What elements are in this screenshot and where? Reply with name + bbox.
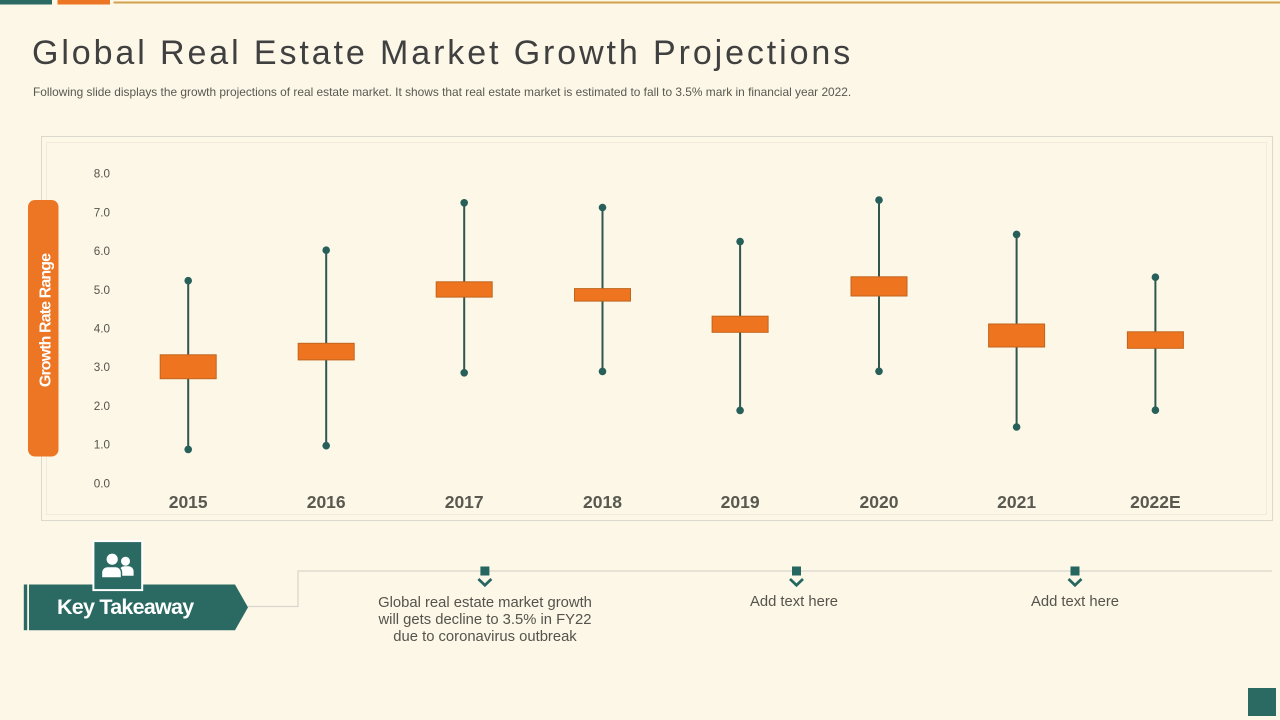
svg-text:2019: 2019 — [721, 492, 760, 512]
svg-text:2.0: 2.0 — [94, 400, 111, 413]
svg-text:2016: 2016 — [307, 492, 346, 512]
svg-text:2021: 2021 — [997, 492, 1036, 512]
svg-text:2015: 2015 — [169, 492, 208, 512]
svg-text:5.0: 5.0 — [94, 284, 111, 297]
svg-text:3.0: 3.0 — [94, 361, 111, 374]
svg-text:2022E: 2022E — [1130, 492, 1181, 512]
svg-text:7.0: 7.0 — [94, 206, 111, 219]
svg-text:2020: 2020 — [860, 492, 899, 512]
svg-text:Growth Rate Range: Growth Rate Range — [37, 253, 54, 387]
svg-text:0.0: 0.0 — [94, 477, 111, 490]
svg-text:6.0: 6.0 — [94, 245, 111, 258]
svg-text:4.0: 4.0 — [94, 323, 111, 336]
svg-text:8.0: 8.0 — [94, 168, 111, 181]
svg-text:2018: 2018 — [583, 492, 622, 512]
svg-text:2017: 2017 — [445, 492, 484, 512]
svg-text:1.0: 1.0 — [94, 439, 111, 452]
